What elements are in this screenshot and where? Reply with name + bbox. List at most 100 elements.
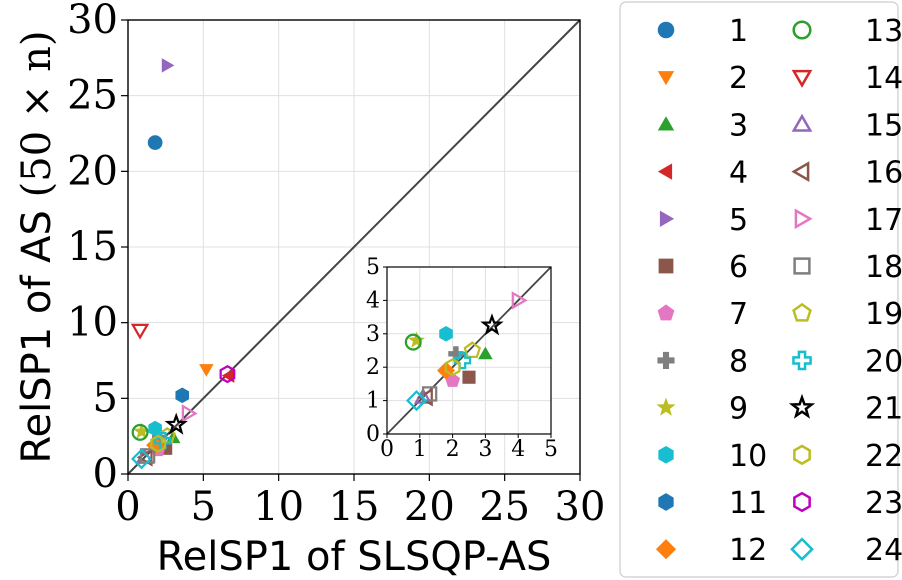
- data-point-17: [181, 404, 198, 423]
- inset-data-point-24: [405, 390, 428, 412]
- y-tick-label: 30: [67, 0, 118, 43]
- legend-marker-18: [793, 257, 811, 275]
- legend-label-18: 18: [865, 250, 902, 285]
- legend-label-16: 16: [865, 156, 902, 191]
- inset-data-point-20: [453, 351, 472, 370]
- inset-y-tick-label: 1: [366, 389, 380, 414]
- legend-label-21: 21: [865, 392, 902, 427]
- inset-data-point-6: [462, 370, 476, 384]
- legend-label-20: 20: [865, 344, 902, 379]
- data-point-21: [164, 412, 188, 435]
- x-tick-label: 5: [191, 484, 216, 530]
- y-tick-label: 20: [67, 148, 118, 194]
- inset-data-point-21: [480, 313, 504, 336]
- legend-marker-20: [792, 350, 812, 371]
- legend-label-4: 4: [729, 156, 748, 191]
- data-point-11: [175, 387, 190, 404]
- legend-label-6: 6: [729, 250, 748, 285]
- x-axis-label: RelSP1 of SLSQP-AS: [157, 534, 552, 580]
- legend-marker-4: [657, 163, 673, 180]
- x-tick-label: 30: [555, 484, 606, 530]
- legend-label-7: 7: [729, 297, 748, 332]
- inset-clip-group: [387, 267, 551, 434]
- inset-x-tick-label: 2: [446, 437, 460, 462]
- legend-label-24: 24: [865, 533, 902, 568]
- legend-label-12: 12: [729, 533, 767, 568]
- legend-marker-19: [792, 302, 812, 322]
- data-point-1: [147, 135, 163, 150]
- inset-y-tick-label: 4: [366, 288, 380, 313]
- legend-label-10: 10: [729, 439, 767, 474]
- legend-label-3: 3: [729, 108, 748, 143]
- legend-label-2: 2: [729, 61, 748, 96]
- legend-marker-16: [791, 161, 810, 182]
- data-point-5: [161, 58, 175, 73]
- legend-marker-6: [658, 258, 674, 274]
- x-tick-label: 20: [404, 484, 455, 530]
- legend-label-19: 19: [865, 297, 902, 332]
- legend-marker-3: [657, 116, 675, 131]
- data-point-10: [148, 420, 162, 437]
- legend-marker-2: [657, 71, 675, 86]
- inset-x-tick-label: 3: [478, 437, 492, 462]
- data-point-22: [150, 434, 167, 453]
- inset-x-tick-label: 4: [511, 437, 525, 462]
- inset-data-point-13: [404, 333, 422, 351]
- legend-label-22: 22: [865, 439, 902, 474]
- legend-marker-17: [794, 208, 813, 230]
- legend-label-23: 23: [865, 486, 902, 521]
- inset-x-tick-label: 0: [380, 437, 394, 462]
- y-tick-label: 25: [67, 73, 118, 119]
- inset-axes-frame: [386, 266, 552, 435]
- y-tick-label: 15: [67, 224, 118, 270]
- inset-data-point-17: [511, 291, 528, 310]
- data-point-23: [219, 364, 236, 384]
- x-tick-label: 0: [115, 484, 140, 530]
- legend-label-14: 14: [865, 61, 902, 96]
- legend-marker-13: [792, 20, 812, 40]
- data-point-24: [131, 448, 153, 470]
- inset-data-point-9: [408, 331, 426, 348]
- x-tick-label: 15: [329, 484, 380, 530]
- inset-y-tick-label: 0: [366, 422, 380, 447]
- legend-marker-11: [658, 493, 674, 511]
- legend-marker-5: [659, 210, 675, 227]
- legend-marker-23: [793, 491, 811, 513]
- legend-marker-7: [657, 304, 675, 321]
- x-tick-label: 25: [479, 484, 530, 530]
- y-tick-label: 0: [93, 451, 118, 497]
- inset-x-tick-label: 1: [413, 437, 427, 462]
- inset-x-tick-label: 5: [544, 437, 558, 462]
- inset-y-tick-label: 3: [366, 322, 380, 347]
- legend-marker-24: [790, 537, 814, 562]
- inset-data-point-22: [444, 358, 461, 377]
- data-point-14: [130, 323, 150, 340]
- y-axis-label-text: RelSP1 of AS: [14, 197, 60, 463]
- diagonal-line: [127, 19, 581, 475]
- data-point-2: [199, 364, 214, 377]
- legend-label-1: 1: [729, 14, 748, 49]
- inset-y-tick-label: 5: [366, 255, 380, 280]
- legend-marker-14: [791, 69, 813, 88]
- legend-label-15: 15: [865, 108, 902, 143]
- legend-label-17: 17: [865, 203, 902, 238]
- y-axis-label-math: (50 × n): [14, 31, 60, 198]
- inset-y-tick-label: 2: [366, 355, 380, 380]
- legend-marker-22: [793, 444, 811, 466]
- legend-label-11: 11: [729, 486, 767, 521]
- legend-marker-9: [656, 397, 676, 416]
- y-tick-label: 10: [67, 300, 118, 346]
- data-point-13: [131, 423, 149, 441]
- inset-data-point-18: [421, 386, 438, 402]
- legend-label-8: 8: [729, 344, 748, 379]
- legend-marker-21: [788, 393, 816, 419]
- legend-label-13: 13: [865, 14, 902, 49]
- inset-data-point-19: [463, 341, 482, 358]
- x-tick-label: 10: [253, 484, 304, 530]
- legend-marker-8: [657, 351, 675, 369]
- y-tick-label: 5: [93, 375, 118, 421]
